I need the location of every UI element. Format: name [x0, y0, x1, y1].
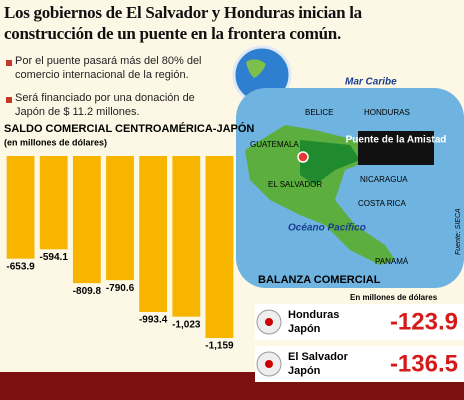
bar — [139, 156, 168, 312]
bar — [6, 156, 35, 259]
title: Los gobiernos de El Salvador y Honduras … — [4, 3, 362, 43]
bar — [39, 156, 68, 250]
bar — [106, 156, 134, 281]
map-label: PANAMÁ — [375, 257, 409, 266]
balanza-unit: En millones de dólares — [350, 293, 438, 302]
bullet-icon — [6, 60, 12, 66]
row-bg — [255, 346, 464, 382]
balance-value: -136.5 — [390, 350, 458, 377]
bar — [72, 156, 101, 284]
flag-dot — [265, 318, 273, 326]
source: Fuente: SIECA — [455, 208, 462, 255]
globe-land — [246, 59, 266, 78]
map-label: Océano Pacífico — [288, 223, 366, 234]
map-label: BELICE — [305, 108, 333, 117]
value-label: -809.8 — [73, 286, 102, 297]
map-label: NICARAGUA — [360, 175, 408, 184]
partner: Japón — [288, 365, 321, 377]
value-label: -594.1 — [40, 252, 69, 263]
value-label: -790.6 — [106, 283, 135, 294]
balanza-title: BALANZA COMERCIAL — [258, 274, 381, 286]
value-label: -653.9 — [6, 261, 35, 272]
map-label: COSTA RICA — [358, 199, 407, 208]
bar — [172, 156, 201, 317]
value-label: -993.4 — [139, 315, 168, 326]
bullet: Por el puente pasará más del 80% del com… — [15, 55, 202, 81]
title-box: Los gobiernos de El Salvador y Honduras … — [4, 3, 362, 43]
bridge-label-box — [358, 131, 434, 165]
map-label: EL SALVADOR — [268, 180, 322, 189]
partner: Japón — [288, 323, 321, 335]
country: El Salvador — [288, 351, 349, 363]
map-label: HONDURAS — [364, 108, 410, 117]
flag-dot — [265, 360, 273, 368]
value-label: -1,159 — [205, 341, 234, 352]
value-label: -1,023 — [172, 319, 201, 330]
map-label: Puente de la Amistad — [346, 135, 447, 146]
balance-value: -123.9 — [390, 308, 458, 335]
map-label: GUATEMALA — [250, 140, 299, 149]
map-label: Mar Caribe — [345, 77, 397, 88]
row-bg — [255, 304, 464, 340]
bullet-box: Por el puente pasará más del 80% del com… — [15, 55, 202, 81]
bar — [205, 156, 234, 338]
bullet-box: Será financiado por una donación de Japó… — [15, 92, 195, 118]
map-honduras — [300, 140, 360, 185]
bullet-icon — [6, 97, 12, 103]
bridge-marker — [297, 151, 309, 163]
country: Honduras — [288, 309, 339, 321]
chart-title: SALDO COMERCIAL CENTROAMÉRICA-JAPÓN — [4, 122, 254, 135]
bullet: Será financiado por una donación de Japó… — [15, 92, 195, 118]
chart-subtitle: (en millones de dólares) — [4, 137, 107, 147]
